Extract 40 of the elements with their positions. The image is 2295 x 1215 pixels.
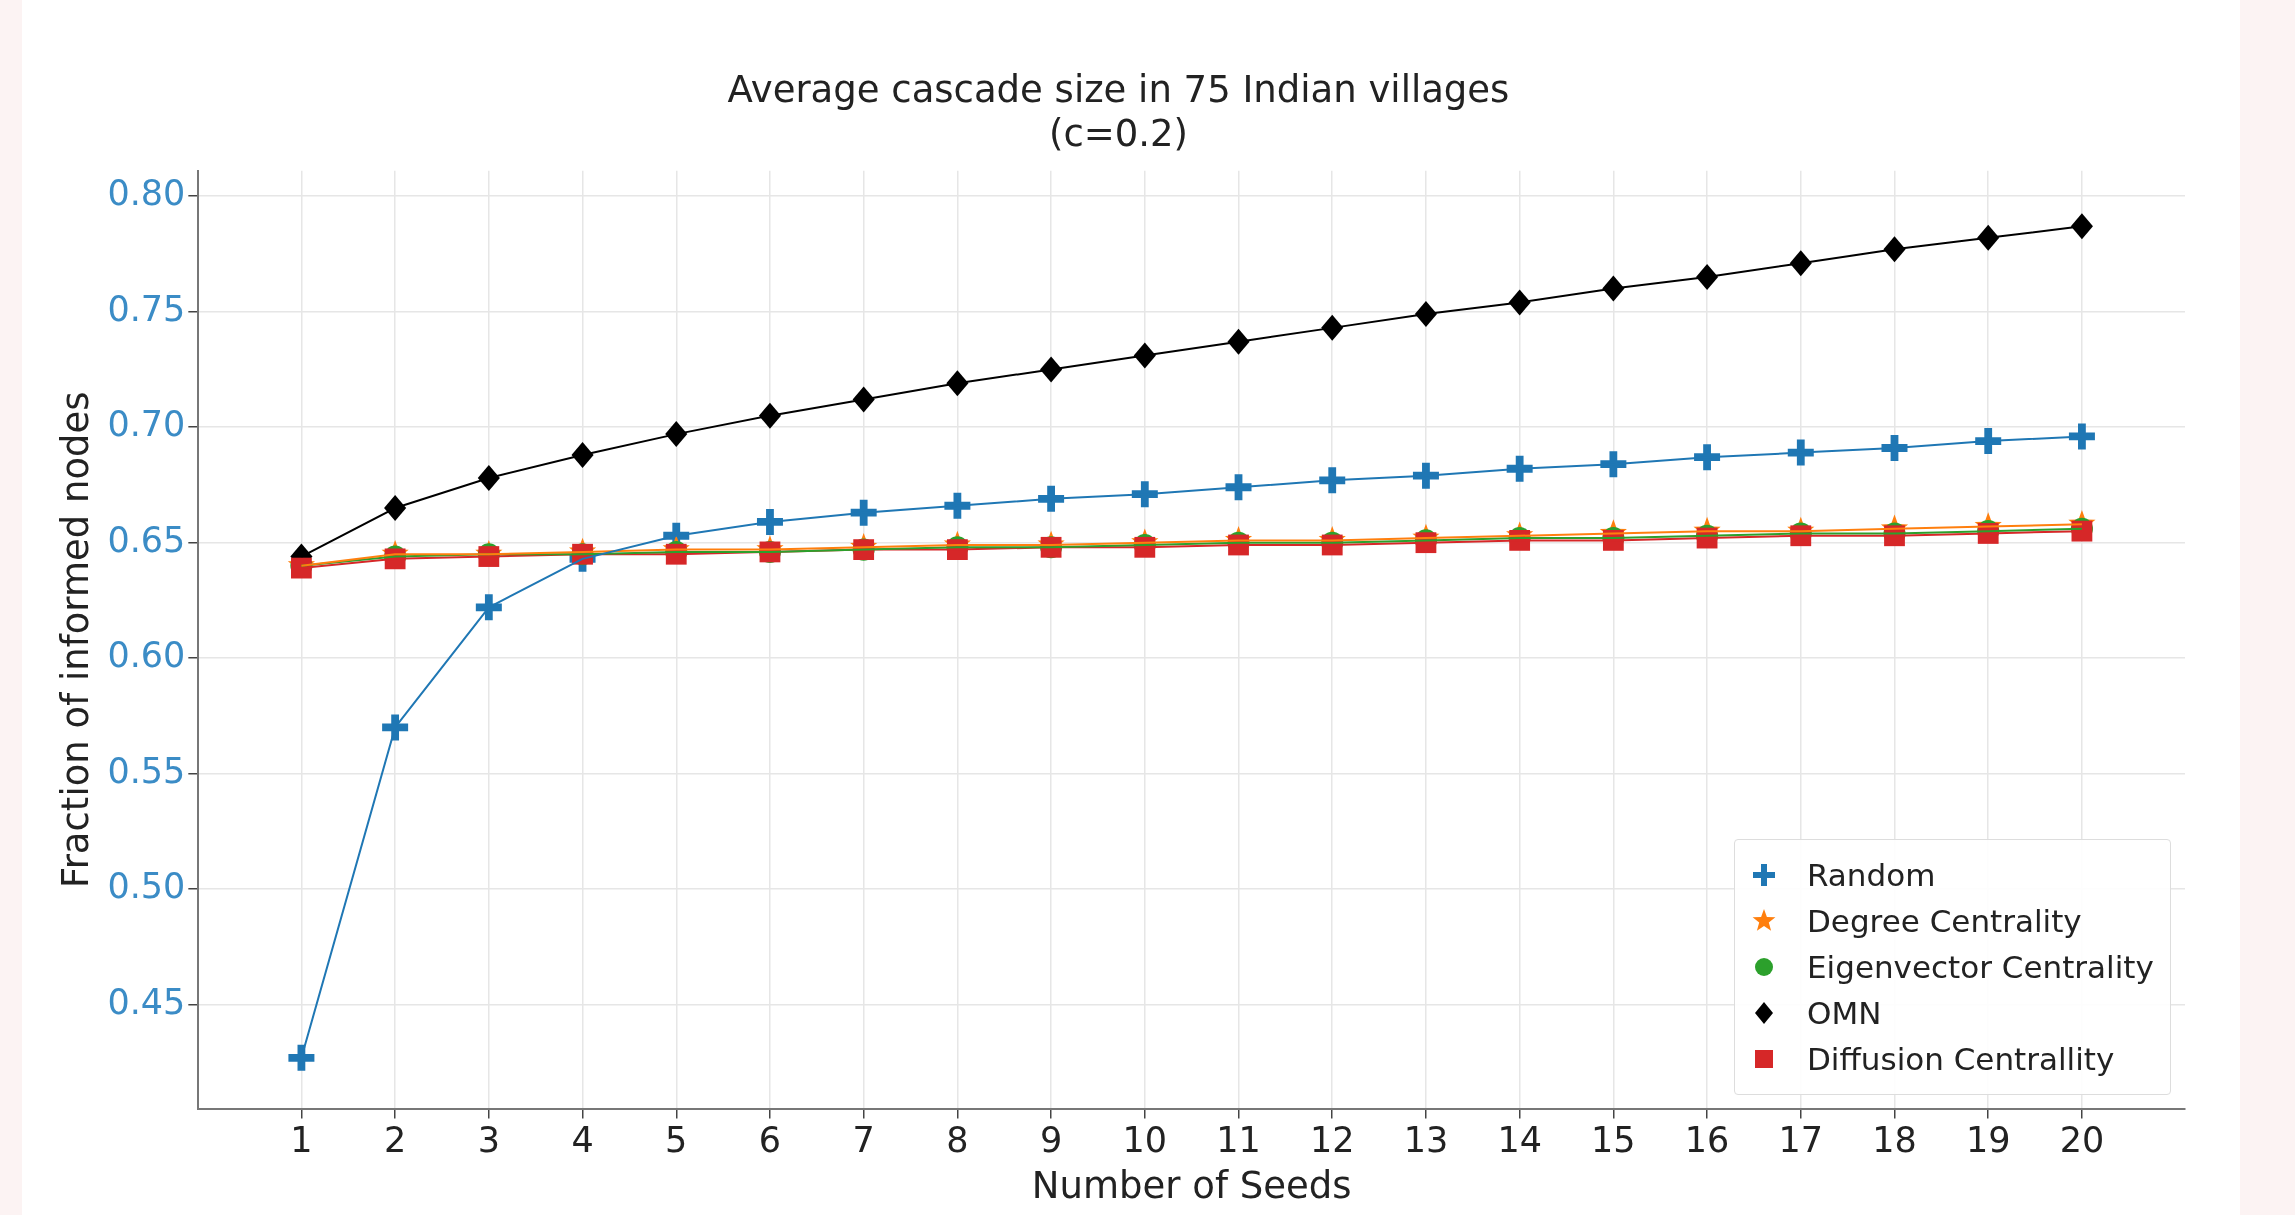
x-tick-label: 14 xyxy=(1497,1119,1542,1160)
y-tick-label: 0.55 xyxy=(107,750,186,791)
point xyxy=(2070,213,2093,240)
y-tick-label: 0.60 xyxy=(107,635,186,676)
y-tick-label: 0.80 xyxy=(107,173,186,214)
x-tick-label: 5 xyxy=(665,1119,688,1160)
y-tick-label: 0.70 xyxy=(107,404,186,445)
x-tick-label: 17 xyxy=(1778,1119,1824,1160)
legend-label: Random xyxy=(1807,856,1936,893)
y-tick-label: 0.65 xyxy=(107,519,186,560)
point xyxy=(288,1044,315,1071)
y-axis-title: Fraction of informed nodes xyxy=(53,391,97,888)
legend-label: OMN xyxy=(1807,994,1882,1031)
x-tick-label: 3 xyxy=(477,1119,500,1160)
y-tick-label: 0.75 xyxy=(107,288,186,329)
x-tick-label: 1 xyxy=(290,1119,313,1160)
chart-subtitle: (c=0.2) xyxy=(1048,112,1189,156)
x-tick-label: 20 xyxy=(2059,1119,2105,1160)
x-tick-label: 12 xyxy=(1309,1119,1355,1160)
legend-label: Eigenvector Centrality xyxy=(1807,948,2154,985)
x-tick-label: 8 xyxy=(946,1119,969,1160)
legend-label: Degree Centrality xyxy=(1807,902,2082,939)
legend-label: Diffusion Centrallity xyxy=(1807,1040,2115,1077)
y-tick-label: 0.45 xyxy=(107,981,186,1022)
x-tick-label: 2 xyxy=(383,1119,407,1160)
x-tick-label: 4 xyxy=(571,1119,594,1160)
chart-title: Average cascade size in 75 Indian villages xyxy=(727,67,1510,111)
x-tick-label: 11 xyxy=(1216,1119,1261,1160)
point xyxy=(475,594,502,621)
y-tick-label: 0.50 xyxy=(107,866,186,907)
x-tick-label: 9 xyxy=(1039,1119,1063,1160)
x-tick-label: 7 xyxy=(852,1119,875,1160)
x-tick-label: 16 xyxy=(1684,1119,1730,1160)
x-tick-label: 15 xyxy=(1591,1119,1636,1160)
x-tick-label: 13 xyxy=(1403,1119,1449,1160)
x-tick-label: 18 xyxy=(1872,1119,1917,1160)
x-tick-label: 19 xyxy=(1965,1119,2011,1160)
x-axis-title: Number of Seeds xyxy=(1031,1164,1352,1208)
x-tick-label: 6 xyxy=(758,1119,782,1160)
x-tick-label: 10 xyxy=(1122,1119,1168,1160)
